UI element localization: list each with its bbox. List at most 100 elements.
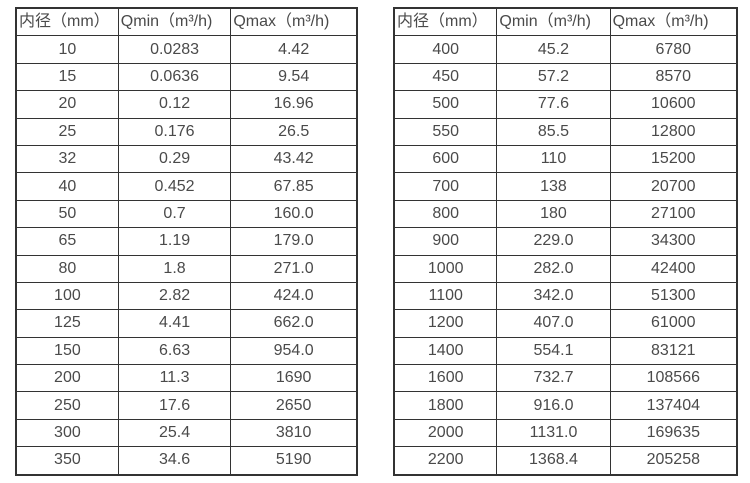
table-row: 900 229.0 34300	[393, 227, 738, 256]
table-row: 10 0.0283 4.42	[15, 35, 358, 64]
table-cell: 9.54	[230, 62, 358, 92]
table-cell: 16.96	[230, 90, 358, 119]
table-row: 700 138 20700	[393, 172, 738, 201]
table-cell: 61000	[609, 309, 738, 338]
table-cell: 0.176	[117, 117, 232, 146]
header-qmax: Qmax（m³/h)	[609, 7, 738, 37]
table-row: 1200 407.0 61000	[393, 309, 738, 338]
table-row: 40 0.452 67.85	[15, 172, 358, 201]
table-cell: 200	[15, 364, 119, 393]
header-row: 内径（mm） Qmin（m³/h) Qmax（m³/h)	[393, 7, 738, 37]
table-cell: 271.0	[230, 254, 358, 283]
table-cell: 57.2	[496, 62, 611, 92]
table-cell: 1.19	[117, 227, 232, 256]
table-cell: 1600	[393, 364, 498, 393]
table-cell: 700	[393, 172, 498, 201]
table-row: 50 0.7 160.0	[15, 199, 358, 229]
table-cell: 1100	[393, 281, 498, 311]
table-body: 10 0.0283 4.42 15 0.0636 9.54 20 0.12 16.96 25 0.1…	[15, 35, 358, 476]
table-row: 200 11.3 1690	[15, 364, 358, 393]
table-cell: 662.0	[230, 309, 358, 338]
table-cell: 954.0	[230, 336, 358, 366]
table-cell: 43.42	[230, 144, 358, 174]
table-cell: 8570	[609, 62, 738, 92]
table-cell: 65	[15, 227, 119, 256]
table-row: 125 4.41 662.0	[15, 309, 358, 338]
table-cell: 250	[15, 391, 119, 420]
table-cell: 50	[15, 199, 119, 229]
table-cell: 83121	[609, 336, 738, 366]
table-cell: 137404	[609, 391, 738, 420]
header-inner-diameter: 内径（mm）	[393, 7, 498, 37]
table-cell: 4.41	[117, 309, 232, 338]
table-row: 20 0.12 16.96	[15, 90, 358, 119]
table-row: 15 0.0636 9.54	[15, 62, 358, 92]
table-cell: 80	[15, 254, 119, 283]
table-cell: 342.0	[496, 281, 611, 311]
table-cell: 169635	[609, 418, 738, 448]
table-cell: 1800	[393, 391, 498, 420]
table-cell: 10	[15, 35, 119, 64]
table-cell: 424.0	[230, 281, 358, 311]
table-cell: 4.42	[230, 35, 358, 64]
header-inner-diameter: 内径（mm）	[15, 7, 119, 37]
table-cell: 400	[393, 35, 498, 64]
table-row: 300 25.4 3810	[15, 418, 358, 448]
table-cell: 15200	[609, 144, 738, 174]
table-row: 65 1.19 179.0	[15, 227, 358, 256]
table-cell: 0.0283	[117, 35, 232, 64]
table-cell: 34.6	[117, 446, 232, 476]
header-qmin: Qmin（m³/h)	[117, 7, 232, 37]
table-cell: 3810	[230, 418, 358, 448]
table-row: 1600 732.7 108566	[393, 364, 738, 393]
table-cell: 180	[496, 199, 611, 229]
table-cell: 67.85	[230, 172, 358, 201]
header-row: 内径（mm） Qmin（m³/h) Qmax（m³/h)	[15, 7, 358, 37]
table-cell: 1200	[393, 309, 498, 338]
table-body: 400 45.2 6780 450 57.2 8570 500 77.6 10600 550 85.…	[393, 35, 738, 476]
table-cell: 6780	[609, 35, 738, 64]
table-cell: 500	[393, 90, 498, 119]
table-row: 250 17.6 2650	[15, 391, 358, 420]
table-cell: 0.0636	[117, 62, 232, 92]
table-row: 1100 342.0 51300	[393, 281, 738, 311]
table-row: 450 57.2 8570	[393, 62, 738, 92]
table-cell: 12800	[609, 117, 738, 146]
table-cell: 550	[393, 117, 498, 146]
table-cell: 138	[496, 172, 611, 201]
table-cell: 20	[15, 90, 119, 119]
table-cell: 110	[496, 144, 611, 174]
table-cell: 0.452	[117, 172, 232, 201]
table-cell: 350	[15, 446, 119, 476]
table-cell: 2.82	[117, 281, 232, 311]
table-row: 800 180 27100	[393, 199, 738, 229]
table-cell: 6.63	[117, 336, 232, 366]
table-cell: 1131.0	[496, 418, 611, 448]
table-cell: 100	[15, 281, 119, 311]
table-row: 1800 916.0 137404	[393, 391, 738, 420]
table-row: 80 1.8 271.0	[15, 254, 358, 283]
table-cell: 150	[15, 336, 119, 366]
table-cell: 282.0	[496, 254, 611, 283]
table-cell: 25.4	[117, 418, 232, 448]
table-cell: 5190	[230, 446, 358, 476]
table-cell: 108566	[609, 364, 738, 393]
table-row: 550 85.5 12800	[393, 117, 738, 146]
table-cell: 0.12	[117, 90, 232, 119]
table-cell: 42400	[609, 254, 738, 283]
table-cell: 554.1	[496, 336, 611, 366]
flow-rate-table-small-diameters: 内径（mm） Qmin（m³/h) Qmax（m³/h) 10 0.0283 4.4…	[15, 7, 358, 476]
table-row: 2000 1131.0 169635	[393, 418, 738, 448]
table-cell: 600	[393, 144, 498, 174]
table-cell: 450	[393, 62, 498, 92]
table-cell: 11.3	[117, 364, 232, 393]
table-cell: 77.6	[496, 90, 611, 119]
table-cell: 300	[15, 418, 119, 448]
table-row: 2200 1368.4 205258	[393, 446, 738, 476]
table-row: 600 110 15200	[393, 144, 738, 174]
table-cell: 125	[15, 309, 119, 338]
table-cell: 1400	[393, 336, 498, 366]
table-cell: 51300	[609, 281, 738, 311]
table-cell: 1.8	[117, 254, 232, 283]
table-cell: 2200	[393, 446, 498, 476]
